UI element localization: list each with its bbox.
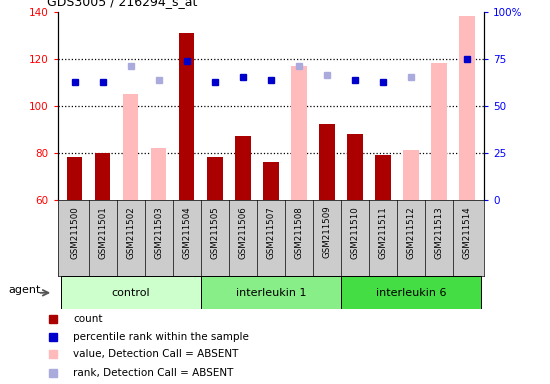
Text: GSM211505: GSM211505 <box>210 206 219 258</box>
Bar <box>235 136 251 200</box>
Text: GSM211502: GSM211502 <box>126 206 135 258</box>
Bar <box>67 157 82 200</box>
Bar <box>347 134 362 200</box>
Text: GSM211510: GSM211510 <box>350 206 360 258</box>
Bar <box>341 276 481 309</box>
Bar <box>403 150 419 200</box>
Text: agent: agent <box>9 285 41 295</box>
Bar <box>291 66 307 200</box>
Bar <box>375 155 390 200</box>
Text: GSM211504: GSM211504 <box>182 206 191 258</box>
Text: GSM211514: GSM211514 <box>463 206 472 258</box>
Text: interleukin 1: interleukin 1 <box>235 288 306 298</box>
Text: GSM211513: GSM211513 <box>434 206 444 258</box>
Text: GSM211503: GSM211503 <box>154 206 163 258</box>
Bar <box>151 148 167 200</box>
Bar <box>201 276 341 309</box>
Text: interleukin 6: interleukin 6 <box>376 288 447 298</box>
Bar <box>459 16 475 200</box>
Text: control: control <box>111 288 150 298</box>
Bar <box>179 33 195 200</box>
Text: rank, Detection Call = ABSENT: rank, Detection Call = ABSENT <box>73 368 234 378</box>
Text: GDS3005 / 216294_s_at: GDS3005 / 216294_s_at <box>47 0 197 8</box>
Text: GSM211506: GSM211506 <box>238 206 248 258</box>
Bar <box>263 162 279 200</box>
Text: GSM211507: GSM211507 <box>266 206 276 258</box>
Text: value, Detection Call = ABSENT: value, Detection Call = ABSENT <box>73 349 239 359</box>
Text: GSM211508: GSM211508 <box>294 206 304 258</box>
Bar <box>431 63 447 200</box>
Text: GSM211512: GSM211512 <box>406 206 416 258</box>
Bar <box>95 152 111 200</box>
Text: GSM211509: GSM211509 <box>322 206 332 258</box>
Text: GSM211501: GSM211501 <box>98 206 107 258</box>
Bar <box>60 276 201 309</box>
Bar <box>319 124 334 200</box>
Bar <box>207 157 223 200</box>
Bar <box>123 94 139 200</box>
Text: count: count <box>73 314 103 324</box>
Text: GSM211511: GSM211511 <box>378 206 388 258</box>
Text: GSM211500: GSM211500 <box>70 206 79 258</box>
Text: percentile rank within the sample: percentile rank within the sample <box>73 332 249 342</box>
